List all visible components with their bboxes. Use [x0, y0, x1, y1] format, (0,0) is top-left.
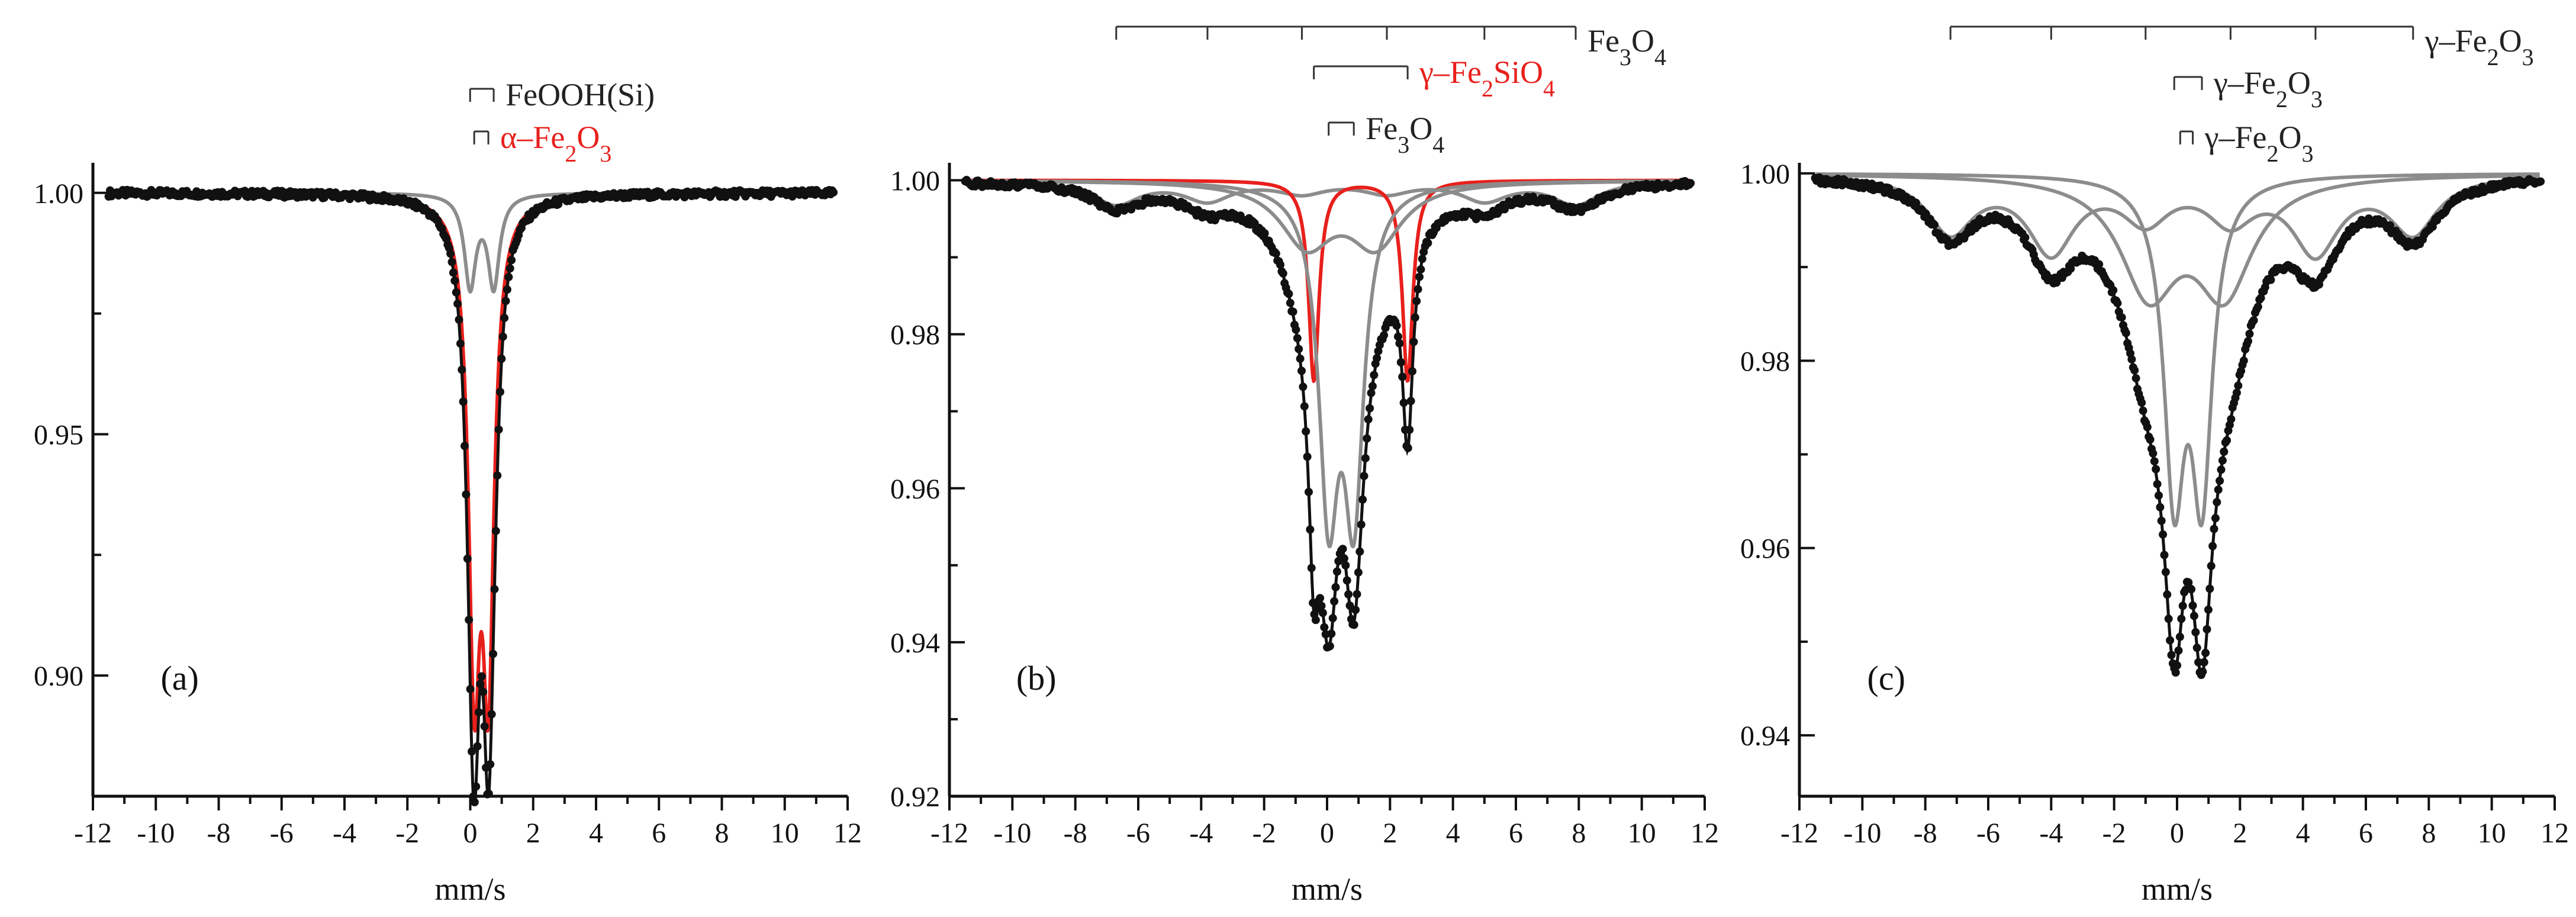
- x-tick-label: 6: [1509, 818, 1523, 849]
- x-tick-label: -6: [1126, 818, 1150, 849]
- component-curve-4: [964, 179, 1691, 255]
- y-tick-label: 0.98: [890, 320, 940, 351]
- x-tick-label: 12: [833, 818, 862, 849]
- x-tick-label: 2: [526, 818, 540, 849]
- component-curve-2: [1814, 172, 2541, 527]
- x-tick-label: -10: [1843, 818, 1881, 849]
- annotation-label: γ–Fe2O3: [2204, 120, 2314, 167]
- annotation-label: γ–Fe2O3: [2424, 23, 2534, 70]
- x-tick-label: 8: [715, 818, 729, 849]
- y-tick-label: 0.94: [1740, 720, 1790, 752]
- y-tick-label: 1.00: [1740, 159, 1790, 190]
- annotation-1: Fe3O4: [1115, 23, 1666, 70]
- total-fit-curve: [1815, 179, 2540, 678]
- y-tick-label: 1.00: [34, 178, 83, 210]
- x-tick-label: -2: [1252, 818, 1276, 849]
- x-tick-label: -10: [993, 818, 1031, 849]
- x-tick-label: 2: [2233, 818, 2247, 849]
- panel-label: (b): [1016, 659, 1057, 697]
- y-tick-label: 0.95: [34, 419, 83, 451]
- x-tick-label: 4: [589, 818, 603, 849]
- x-tick-label: 0: [463, 818, 478, 849]
- x-tick-label: -4: [1189, 818, 1213, 849]
- x-tick-label: -4: [333, 818, 356, 849]
- annotation-2: α–Fe2O3: [473, 120, 611, 167]
- panel-label: (c): [1867, 659, 1905, 697]
- y-tick-label: 0.94: [890, 628, 940, 659]
- panel-label: (a): [160, 659, 198, 697]
- x-tick-label: -12: [1780, 818, 1818, 849]
- y-tick-label: 1.00: [890, 166, 940, 197]
- x-tick-label: 8: [1572, 818, 1586, 849]
- x-tick-label: 6: [652, 818, 666, 849]
- x-tick-label: 12: [2540, 818, 2569, 849]
- y-tick-label: 0.98: [1740, 346, 1790, 377]
- x-tick-label: -12: [930, 818, 968, 849]
- x-tick-label: -6: [1976, 818, 2000, 849]
- total-fit-curve: [108, 191, 833, 804]
- data-point: [2536, 177, 2545, 186]
- x-tick-label: 12: [1690, 818, 1719, 849]
- x-tick-label: -8: [207, 818, 231, 849]
- annotation-1: FeOOH(Si): [469, 77, 655, 112]
- annotation-3: γ–Fe2O3: [2179, 120, 2314, 167]
- x-tick-label: 2: [1383, 818, 1397, 849]
- x-axis-title: mm/s: [2142, 871, 2213, 907]
- y-tick-label: 0.96: [1740, 533, 1790, 565]
- y-tick-label: 0.96: [890, 474, 940, 505]
- annotation-label: γ–Fe2O3: [2213, 65, 2323, 112]
- x-tick-label: -8: [1914, 818, 1937, 849]
- x-tick-label: -6: [270, 818, 294, 849]
- component-curve-3: [1814, 173, 2541, 308]
- annotation-2: γ–Fe2O3: [2173, 65, 2323, 112]
- annotation-label: α–Fe2O3: [500, 120, 611, 167]
- x-tick-label: 8: [2422, 818, 2436, 849]
- total-fit-curve: [965, 181, 1690, 650]
- x-tick-label: -8: [1064, 818, 1087, 849]
- panel-a: -12 -10 -8 -6 -4 -2 0 2 4 6 8 10 12 0.90 0.95 1.00 mm/s (…: [34, 77, 862, 907]
- annotation-label: γ–Fe2SiO4: [1419, 54, 1555, 102]
- x-axis-title: mm/s: [1292, 871, 1363, 907]
- panel-c: -12 -10 -8 -6 -4 -2 0 2 4 6 8 10 12 0.94 0.96 0.98 1.00 m…: [1740, 23, 2569, 907]
- data-point: [477, 672, 486, 681]
- y-tick-label: 0.92: [890, 781, 940, 813]
- y-tick-label: 0.90: [34, 661, 83, 692]
- annotation-3: Fe3O4: [1328, 111, 1444, 158]
- panels: -12 -10 -8 -6 -4 -2 0 2 4 6 8 10 12 0.90 0.95 1.00 mm/s (…: [34, 23, 2569, 907]
- x-tick-label: 4: [2296, 818, 2310, 849]
- x-tick-label: 6: [2359, 818, 2373, 849]
- x-tick-label: -12: [74, 818, 112, 849]
- annotation-label: Fe3O4: [1588, 23, 1666, 70]
- x-tick-label: 10: [1628, 818, 1656, 849]
- x-tick-label: -4: [2039, 818, 2063, 849]
- panel-b: -12 -10 -8 -6 -4 -2 0 2 4 6 8 10 12 0.92 0.94 0.96 0.98 1…: [890, 23, 1719, 907]
- x-tick-label: 10: [771, 818, 799, 849]
- x-tick-label: -2: [2102, 818, 2126, 849]
- x-tick-label: -10: [137, 818, 175, 849]
- x-tick-label: -2: [395, 818, 419, 849]
- x-tick-label: 0: [2170, 818, 2184, 849]
- annotation-1: γ–Fe2O3: [1949, 23, 2534, 70]
- x-axis-title: mm/s: [434, 871, 505, 907]
- annotation-label: FeOOH(Si): [505, 77, 655, 112]
- x-tick-label: 0: [1320, 818, 1334, 849]
- x-tick-label: 4: [1446, 818, 1460, 849]
- x-tick-label: 10: [2478, 818, 2506, 849]
- annotation-2: γ–Fe2SiO4: [1313, 54, 1555, 102]
- annotation-label: Fe3O4: [1366, 111, 1444, 158]
